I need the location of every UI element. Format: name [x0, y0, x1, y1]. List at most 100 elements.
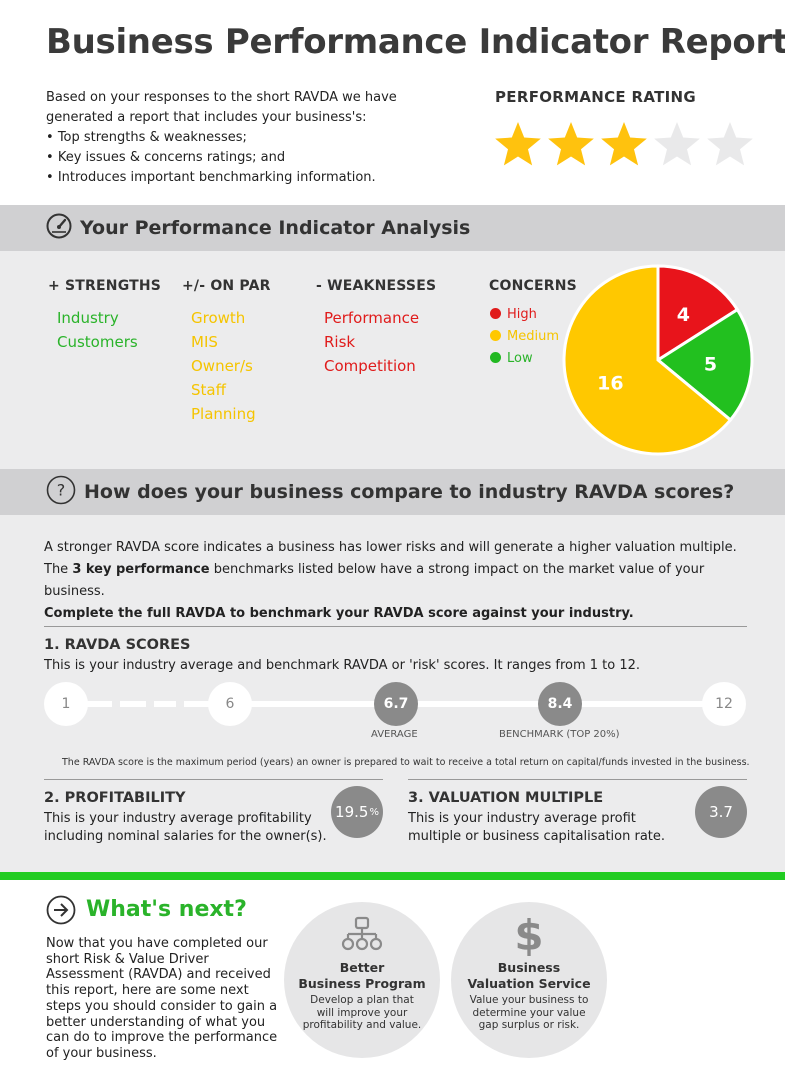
pie-slice-high: [656, 264, 740, 363]
card-title: Better Business Program: [284, 960, 440, 992]
valuation-heading: 3. VALUATION MULTIPLE: [408, 790, 604, 806]
strength-item: Industry: [57, 309, 119, 327]
concerns-legend: High Medium Low: [490, 304, 559, 370]
star-filled-icon: [495, 122, 541, 166]
org-chart-icon: [337, 912, 387, 956]
on-par-heading: +/- ON PAR: [182, 278, 271, 294]
legend-item-high: High: [490, 304, 559, 326]
scale-min: 1: [44, 682, 88, 726]
valuation-text: This is your industry average profit mul…: [408, 811, 666, 844]
legend-label: Low: [507, 351, 533, 366]
legend-dot-high: [490, 308, 501, 319]
divider: [44, 779, 383, 780]
strength-item: Customers: [57, 333, 138, 351]
para-text: benchmarks listed below have a strong im…: [44, 562, 705, 599]
dollar-icon: $: [504, 912, 554, 956]
weaknesses-list: Performance Risk Competition: [324, 306, 419, 378]
intro-bullet: Key issues & concerns ratings; and: [46, 148, 456, 168]
valuation-value: 3.7: [695, 786, 747, 838]
weaknesses-heading: - WEAKNESSES: [316, 278, 437, 294]
svg-text:?: ?: [57, 481, 66, 500]
para-text: The: [44, 562, 73, 577]
svg-text:$: $: [514, 912, 543, 956]
concerns-heading: CONCERNS: [489, 278, 577, 294]
scale-gap: [146, 701, 154, 707]
legend-label: High: [507, 307, 537, 322]
profitability-heading: 2. PROFITABILITY: [44, 790, 186, 806]
whats-next-text: Now that you have completed our short Ri…: [46, 936, 278, 1061]
business-valuation-service-card[interactable]: $ Business Valuation Service Value your b…: [451, 902, 607, 1058]
compare-para-1: A stronger RAVDA score indicates a busin…: [44, 540, 737, 555]
ravda-heading: 1. RAVDA SCORES: [44, 637, 191, 653]
legend-dot-low: [490, 352, 501, 363]
strengths-list: Industry Customers: [57, 306, 138, 354]
profitability-value: 19.5%: [331, 786, 383, 838]
pie-label-low: 5: [704, 353, 717, 375]
star-filled-icon: [601, 122, 647, 166]
performance-rating-label: PERFORMANCE RATING: [495, 88, 696, 106]
legend-item-medium: Medium: [490, 326, 559, 348]
star-empty-icon: [707, 122, 753, 166]
intro-bullet: Introduces important benchmarking inform…: [46, 168, 456, 188]
weakness-item: Risk: [324, 333, 356, 351]
divider: [408, 779, 747, 780]
intro-paragraph: Based on your responses to the short RAV…: [46, 90, 397, 125]
pie-label-high: 4: [677, 304, 690, 326]
arrow-right-circle-icon: [46, 895, 76, 929]
on-par-item: Growth: [191, 309, 246, 327]
divider: [44, 626, 747, 627]
card-title: Business Valuation Service: [451, 960, 607, 992]
legend-item-low: Low: [490, 348, 559, 370]
concerns-pie-chart: 4 5 16: [562, 264, 754, 456]
performance-rating-stars: [493, 120, 755, 170]
benchmark-label: BENCHMARK (TOP 20%): [499, 729, 620, 740]
ravda-footnote: The RAVDA score is the maximum period (y…: [62, 757, 750, 768]
compare-para-3: Complete the full RAVDA to benchmark you…: [44, 606, 634, 621]
star-filled-icon: [548, 122, 594, 166]
on-par-item: Planning: [191, 405, 256, 423]
card-title-line: Better: [339, 960, 385, 975]
pie-slice-medium: [562, 264, 733, 456]
strengths-heading: + STRENGTHS: [48, 278, 162, 294]
scale-max: 12: [702, 682, 746, 726]
card-title-line: Valuation Service: [467, 976, 591, 991]
legend-label: Medium: [507, 329, 559, 344]
page-title: Business Performance Indicator Report: [46, 22, 785, 62]
para-bold: 3 key performance: [72, 562, 210, 577]
pie-label-medium: 16: [597, 372, 623, 394]
scale-gap: [176, 701, 184, 707]
ravda-text: This is your industry average and benchm…: [44, 658, 641, 673]
analysis-heading: Your Performance Indicator Analysis: [80, 217, 471, 239]
card-text: Develop a plan that will improve your pr…: [302, 994, 422, 1031]
weakness-item: Competition: [324, 357, 416, 375]
profitability-unit: %: [369, 806, 379, 818]
compare-heading: How does your business compare to indust…: [84, 481, 735, 503]
average-label: AVERAGE: [371, 729, 418, 740]
question-icon: ?: [46, 475, 76, 509]
compare-header: ? How does your business compare to indu…: [0, 469, 785, 515]
legend-dot-medium: [490, 330, 501, 341]
compare-intro: A stronger RAVDA score indicates a busin…: [44, 537, 764, 625]
average-score: 6.7: [374, 682, 418, 726]
on-par-item: Owner/s: [191, 357, 253, 375]
intro-text: Based on your responses to the short RAV…: [46, 88, 456, 188]
pie-slice-low: [655, 307, 754, 423]
compare-para-2: The 3 key performance benchmarks listed …: [44, 559, 764, 603]
profitability-text: This is your industry average profitabil…: [44, 811, 327, 844]
card-text: Value your business to determine your va…: [469, 994, 589, 1031]
on-par-list: Growth MIS Owner/s Staff Planning: [191, 306, 256, 426]
profitability-number: 19.5: [335, 803, 369, 821]
section-divider-bar: [0, 872, 785, 880]
on-par-item: Staff: [191, 381, 226, 399]
benchmark-score: 8.4: [538, 682, 582, 726]
card-title-line: Business: [497, 960, 561, 975]
gauge-icon: [46, 213, 72, 243]
whats-next-heading: What's next?: [86, 897, 247, 922]
weakness-item: Performance: [324, 309, 420, 327]
card-title-line: Business Program: [298, 976, 426, 991]
intro-bullet: Top strengths & weaknesses;: [46, 128, 456, 148]
scale-gap: [112, 701, 120, 707]
on-par-item: MIS: [191, 333, 218, 351]
better-business-program-card[interactable]: Better Business Program Develop a plan th…: [284, 902, 440, 1058]
scale-mid: 6: [208, 682, 252, 726]
